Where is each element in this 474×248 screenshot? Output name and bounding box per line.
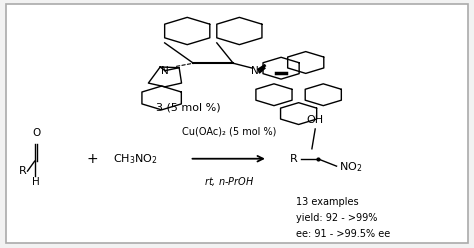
Text: O: O: [32, 128, 40, 138]
Text: R: R: [290, 154, 298, 164]
Text: R: R: [19, 166, 27, 176]
FancyBboxPatch shape: [6, 4, 468, 243]
Text: ee: 91 - >99.5% ee: ee: 91 - >99.5% ee: [296, 229, 391, 239]
Text: N: N: [251, 66, 259, 76]
Text: H: H: [32, 177, 40, 187]
Text: CH$_3$NO$_2$: CH$_3$NO$_2$: [113, 152, 157, 166]
Text: yield: 92 - >99%: yield: 92 - >99%: [296, 213, 378, 223]
Text: NO$_2$: NO$_2$: [339, 160, 362, 174]
Text: 13 examples: 13 examples: [296, 197, 359, 207]
Text: N: N: [161, 66, 169, 76]
Text: 3 (5 mol %): 3 (5 mol %): [156, 103, 221, 113]
Text: +: +: [87, 152, 98, 166]
Text: OH: OH: [307, 115, 324, 125]
Text: rt, $n$-PrOH: rt, $n$-PrOH: [203, 175, 254, 187]
Text: Cu(OAc)₂ (5 mol %): Cu(OAc)₂ (5 mol %): [182, 126, 276, 136]
